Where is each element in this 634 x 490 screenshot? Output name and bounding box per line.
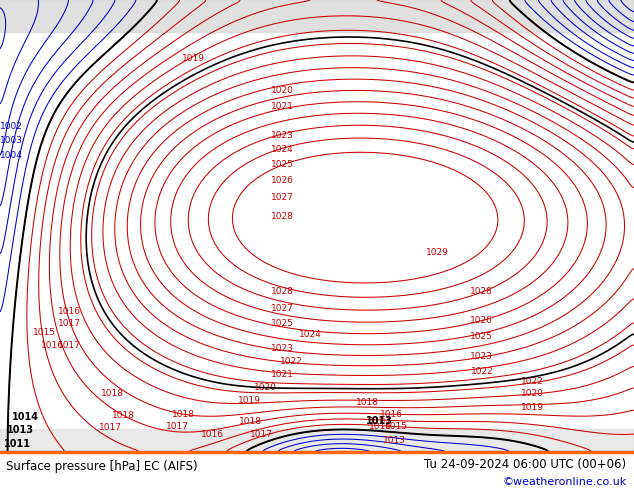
Text: 1020: 1020 bbox=[254, 383, 276, 392]
Text: 1015: 1015 bbox=[385, 422, 408, 431]
Text: 1026: 1026 bbox=[470, 316, 493, 325]
Text: 1004: 1004 bbox=[0, 151, 23, 160]
Text: 1027: 1027 bbox=[271, 304, 294, 313]
Text: 1018: 1018 bbox=[101, 389, 124, 397]
Text: 1017: 1017 bbox=[100, 423, 122, 432]
Text: 1019: 1019 bbox=[521, 403, 544, 412]
Text: 1028: 1028 bbox=[271, 212, 294, 221]
Text: ©weatheronline.co.uk: ©weatheronline.co.uk bbox=[502, 477, 626, 487]
Text: 1026: 1026 bbox=[271, 176, 294, 185]
Text: 1014: 1014 bbox=[12, 412, 39, 421]
Text: 1101: 1101 bbox=[369, 416, 392, 425]
Text: 1018: 1018 bbox=[112, 411, 135, 420]
Text: 1025: 1025 bbox=[470, 332, 493, 341]
Text: 1021: 1021 bbox=[271, 369, 294, 379]
Text: 1022: 1022 bbox=[521, 377, 544, 386]
Text: 1013: 1013 bbox=[366, 416, 392, 426]
Text: 1013: 1013 bbox=[8, 425, 34, 435]
Text: 1023: 1023 bbox=[470, 352, 493, 362]
Text: 1022: 1022 bbox=[470, 367, 493, 376]
Text: 1011: 1011 bbox=[4, 439, 31, 449]
Text: 1015: 1015 bbox=[33, 327, 56, 337]
Text: 1016: 1016 bbox=[201, 430, 224, 439]
Text: 1017: 1017 bbox=[58, 341, 81, 350]
Text: 1016: 1016 bbox=[380, 410, 403, 419]
Text: 1013: 1013 bbox=[383, 436, 406, 445]
Text: 1018: 1018 bbox=[239, 416, 262, 425]
Text: 1025: 1025 bbox=[271, 318, 294, 327]
Text: 1017: 1017 bbox=[250, 430, 273, 439]
Text: Tu 24-09-2024 06:00 UTC (00+06): Tu 24-09-2024 06:00 UTC (00+06) bbox=[424, 458, 626, 470]
Text: 1016: 1016 bbox=[369, 422, 392, 431]
Text: 1018: 1018 bbox=[356, 398, 379, 408]
Text: 1025: 1025 bbox=[271, 160, 294, 170]
Text: 1023: 1023 bbox=[271, 131, 294, 140]
Text: 1022: 1022 bbox=[280, 357, 303, 366]
Text: 1028: 1028 bbox=[470, 287, 493, 296]
Text: 1017: 1017 bbox=[58, 318, 81, 327]
Text: 1017: 1017 bbox=[166, 422, 189, 431]
Text: 1020: 1020 bbox=[271, 86, 294, 95]
Text: 1018: 1018 bbox=[172, 410, 195, 419]
Text: 1003: 1003 bbox=[0, 136, 23, 146]
Text: 1002: 1002 bbox=[0, 122, 23, 131]
Text: 1021: 1021 bbox=[271, 101, 294, 111]
Text: 1023: 1023 bbox=[271, 344, 294, 353]
Text: 1029: 1029 bbox=[426, 248, 449, 258]
Text: Surface pressure [hPa] EC (AIFS): Surface pressure [hPa] EC (AIFS) bbox=[6, 460, 198, 473]
Text: 1027: 1027 bbox=[271, 193, 294, 202]
Text: 1020: 1020 bbox=[521, 390, 544, 398]
Text: 1024: 1024 bbox=[271, 146, 294, 154]
Text: 1028: 1028 bbox=[271, 287, 294, 296]
Text: 1016: 1016 bbox=[58, 307, 81, 316]
Text: 1019: 1019 bbox=[238, 396, 261, 405]
Text: 1024: 1024 bbox=[299, 330, 322, 339]
Text: 1019: 1019 bbox=[182, 54, 205, 63]
Text: 1016: 1016 bbox=[41, 341, 64, 350]
